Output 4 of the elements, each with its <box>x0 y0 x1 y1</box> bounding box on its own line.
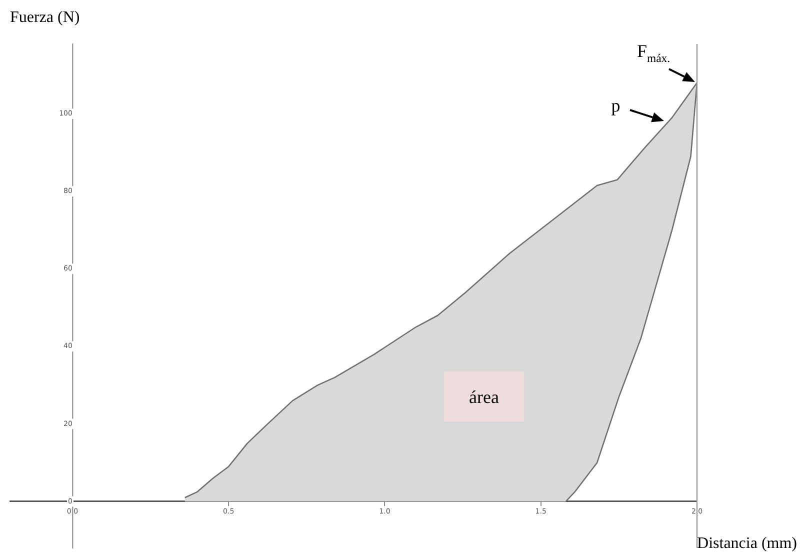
x-axis-title: Distancia (mm) <box>697 535 797 552</box>
annotation: área <box>469 386 500 407</box>
annotation: p <box>611 96 620 116</box>
y-axis-title: Fuerza (N) <box>10 9 80 26</box>
